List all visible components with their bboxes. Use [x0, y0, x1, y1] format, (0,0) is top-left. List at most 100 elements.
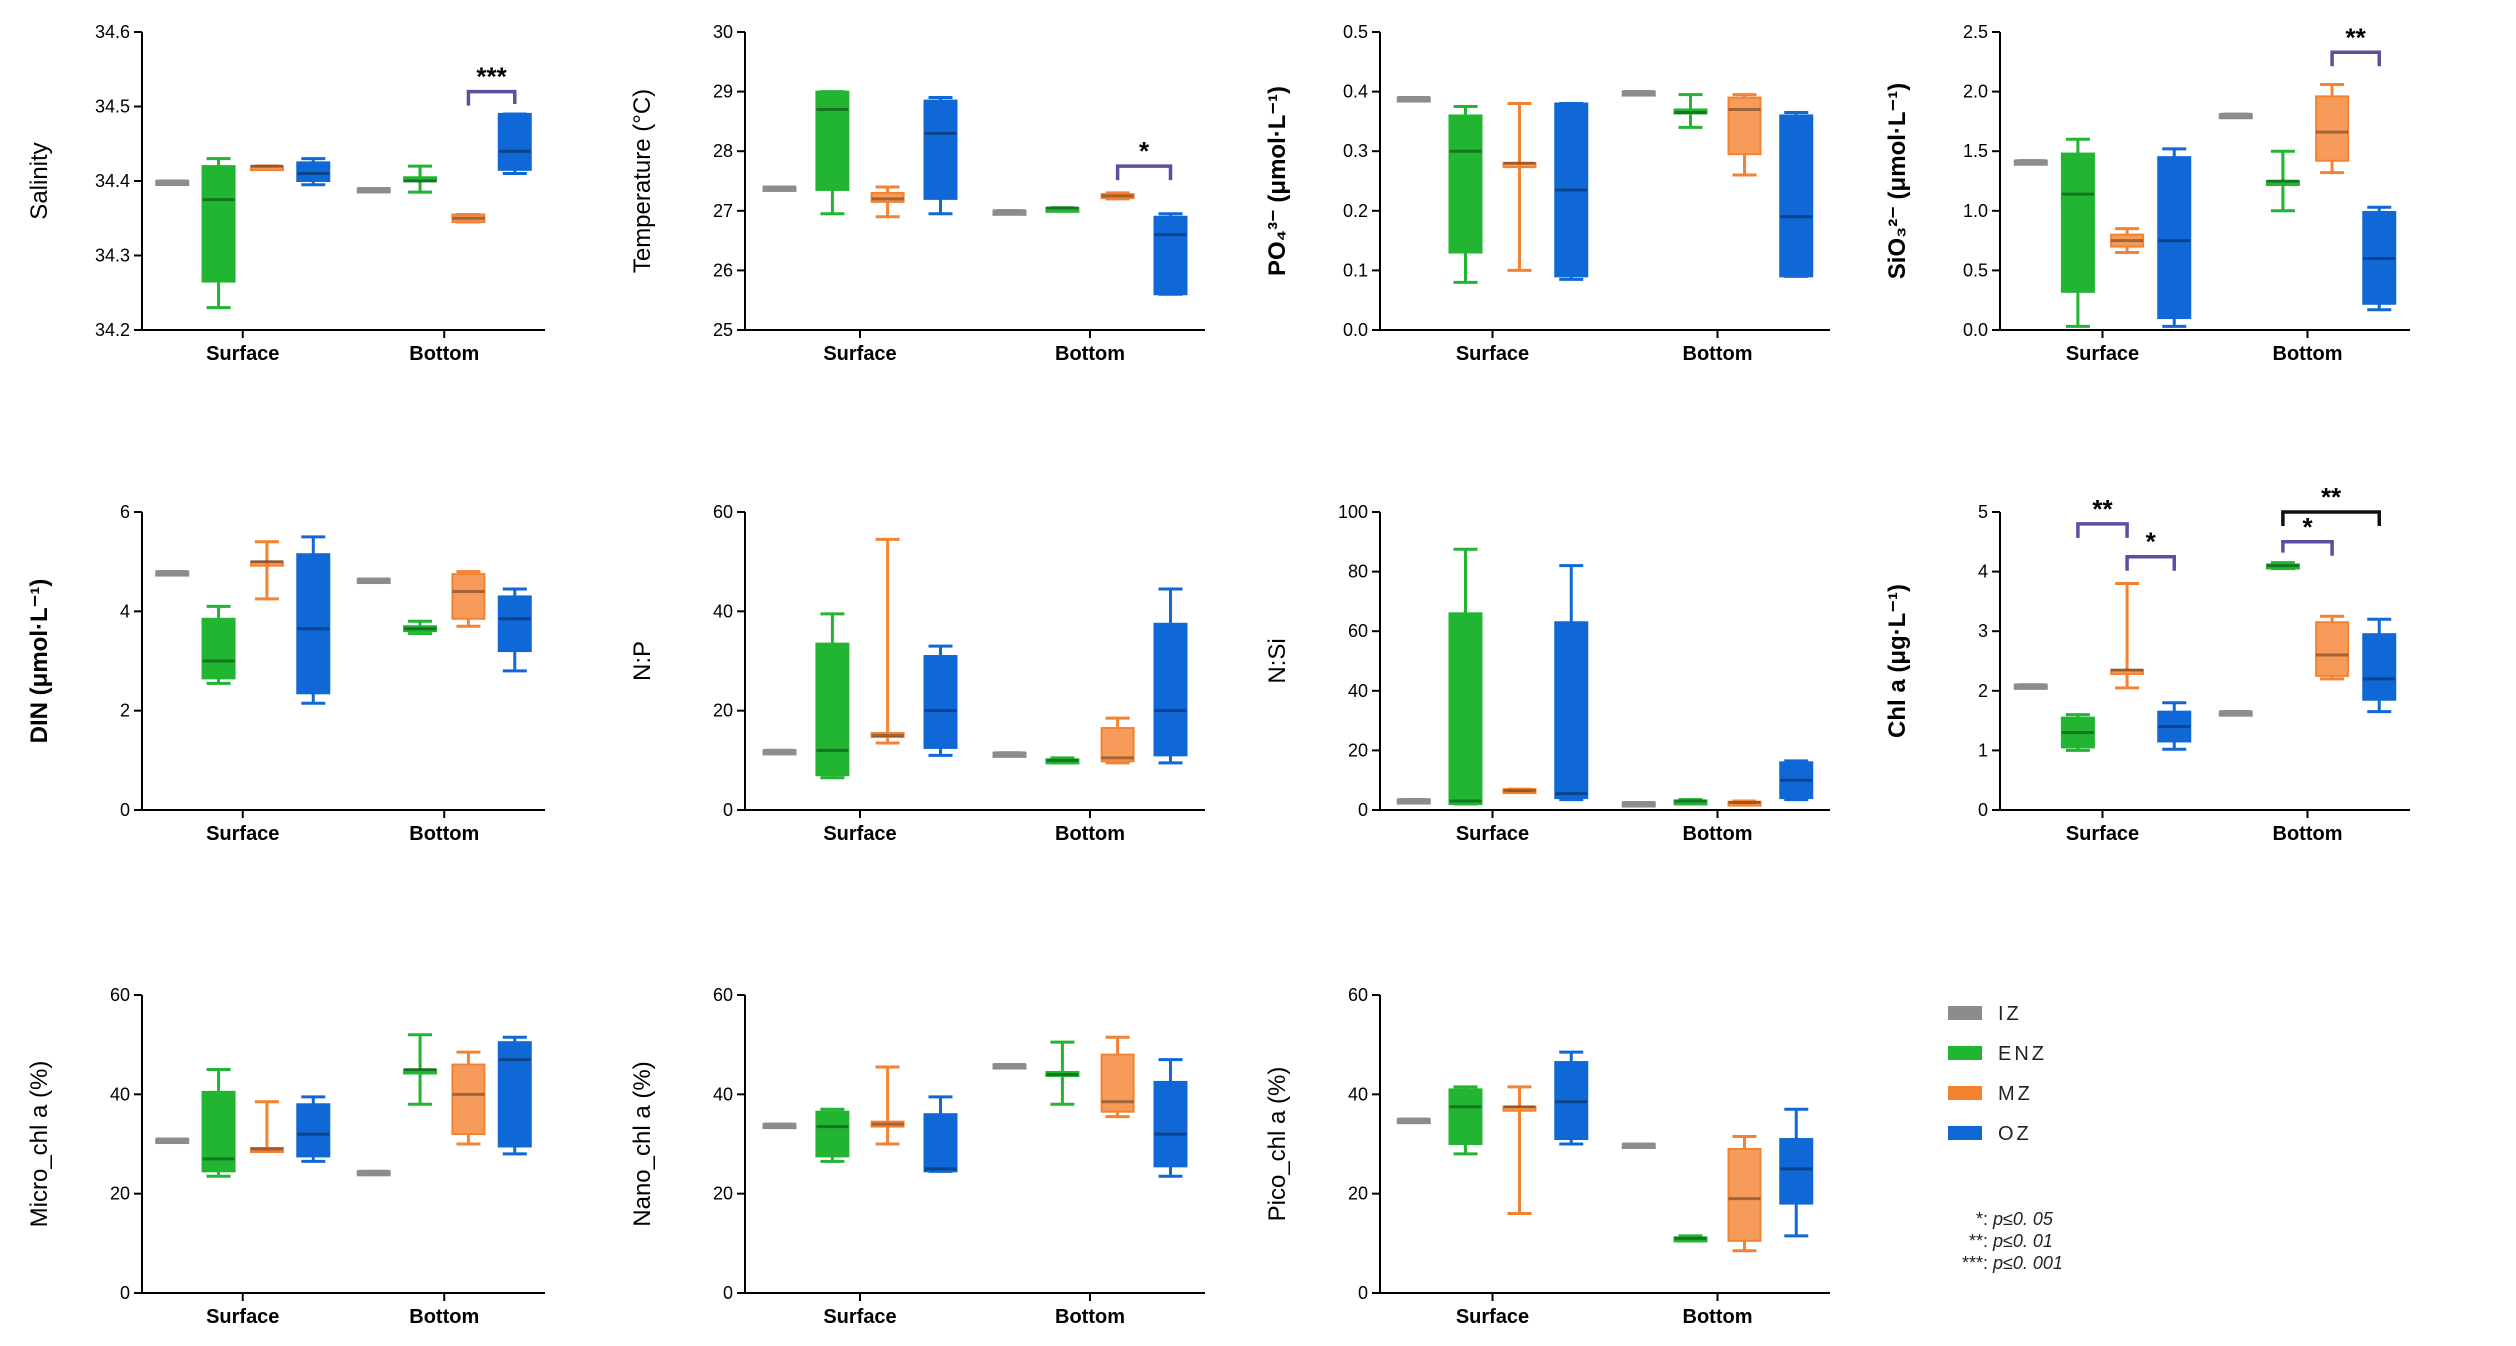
box-iqr [201, 1090, 236, 1173]
box-iqr [1448, 114, 1483, 254]
box-iqr [1100, 1053, 1135, 1113]
box-iqr [2362, 633, 2397, 701]
box-iqr [2157, 710, 2192, 743]
significance-text: p≤0. 05 [1992, 1209, 2054, 1229]
y-tick-label: 0.0 [1343, 320, 1368, 340]
box-iz-surface [762, 748, 797, 756]
box-oz-surface [1554, 1050, 1589, 1146]
box-iqr [2110, 668, 2145, 675]
y-tick-label: 1 [1978, 740, 1988, 760]
y-tick-label: 0.3 [1343, 141, 1368, 161]
bracket-stars: *** [476, 62, 507, 92]
box-iqr [296, 161, 331, 182]
y-tick-label: 60 [1348, 621, 1368, 641]
box-mz-surface [1502, 102, 1537, 272]
bracket-stars: ** [2346, 22, 2367, 52]
box-iqr [403, 176, 438, 183]
legend-swatch-enz [1948, 1046, 1982, 1060]
chart-panel-2: 25 26 27 28 29 30 Temperature (°C) Surface Botto… [629, 22, 1205, 365]
y-axis-label: Pico_chl a (%) [1264, 1067, 1291, 1222]
box-mz-surface [870, 185, 905, 219]
box-iqr [249, 560, 284, 567]
y-tick-label: 34.3 [95, 246, 130, 266]
x-tick-label-surface: Surface [2066, 343, 2139, 365]
box-mz-bottom [1727, 1135, 1762, 1253]
significance-text: p≤0. 001 [1992, 1253, 2063, 1273]
x-tick-label-surface: Surface [1456, 1306, 1529, 1328]
x-tick-label-surface: Surface [206, 823, 279, 845]
box-iqr [1554, 621, 1589, 800]
bracket-line [2281, 510, 2381, 526]
box-oz-surface [296, 535, 331, 705]
y-tick-label: 0 [120, 800, 130, 820]
box-iz-bottom [992, 1063, 1027, 1070]
y-tick-label: 60 [110, 985, 130, 1005]
y-tick-label: 1.5 [1963, 141, 1988, 161]
box-oz-bottom [2362, 205, 2397, 312]
legend-swatch-oz [1948, 1126, 1982, 1140]
box-iz-surface [155, 1137, 190, 1145]
box-iqr [1779, 761, 1814, 800]
significance-bracket: ** [2076, 494, 2129, 538]
box-iz-surface [762, 1122, 797, 1130]
box-iqr [201, 617, 236, 680]
box-iqr [497, 1041, 532, 1148]
box-enz-surface [1448, 547, 1483, 806]
chart-panel-4: 0.0 0.5 1.0 1.5 2.0 2.5 SiO₃²⁻ (μmol·L⁻¹) Surfa… [1884, 22, 2410, 365]
box-iqr [249, 165, 284, 172]
box-iqr [451, 573, 486, 620]
y-tick-label: 34.6 [95, 22, 130, 42]
significance-bracket: ** [2281, 482, 2381, 526]
box-oz-surface [296, 1095, 331, 1163]
box-enz-surface [815, 90, 850, 216]
chart-panel-5: 0 2 4 6 DIN (μmol·L⁻¹) Surface Bottom [26, 502, 545, 845]
box-iqr [870, 1120, 905, 1128]
x-tick-label-surface: Surface [823, 343, 896, 365]
box-iqr [2315, 95, 2350, 162]
box-iqr [403, 1068, 438, 1075]
bracket-stars: * [2146, 527, 2157, 557]
box-oz-surface [923, 96, 958, 216]
x-tick-label-bottom: Bottom [2273, 343, 2343, 365]
box-mz-surface [249, 164, 284, 172]
box-iz-bottom [1621, 801, 1656, 808]
box-iz-surface [155, 570, 190, 577]
bracket-line [466, 89, 517, 106]
x-tick-label-bottom: Bottom [1683, 1306, 1753, 1328]
x-tick-label-bottom: Bottom [409, 343, 479, 365]
box-iqr [870, 732, 905, 739]
box-iz-bottom [356, 577, 391, 585]
box-oz-surface [296, 157, 331, 187]
box-oz-surface [923, 644, 958, 757]
significance-bracket: * [1115, 136, 1173, 181]
box-iqr [2060, 152, 2095, 293]
y-tick-label: 34.4 [95, 171, 130, 191]
y-tick-label: 27 [713, 201, 733, 221]
x-tick-label-bottom: Bottom [2273, 823, 2343, 845]
box-iqr [1554, 1061, 1589, 1141]
x-tick-label-bottom: Bottom [409, 1306, 479, 1328]
box-iqr [2060, 716, 2095, 749]
legend-swatch-mz [1948, 1086, 1982, 1100]
box-mz-bottom [451, 213, 486, 224]
box-iqr [1448, 612, 1483, 806]
box-iqr [1045, 758, 1080, 765]
y-tick-label: 2 [1978, 681, 1988, 701]
y-tick-label: 3 [1978, 621, 1988, 641]
bracket-line [1115, 164, 1173, 181]
bracket-line [2330, 50, 2381, 67]
legend-label-mz: MZ [1998, 1083, 2033, 1105]
box-iqr [1100, 193, 1135, 200]
box-oz-surface [2157, 701, 2192, 751]
y-tick-label: 40 [1348, 681, 1368, 701]
box-enz-bottom [2265, 149, 2300, 213]
y-tick-label: 0 [1978, 800, 1988, 820]
y-axis-label: PO₄³⁻ (μmol·L⁻¹) [1264, 86, 1291, 276]
bracket-stars: ** [2092, 494, 2113, 524]
chart-panel-1: 34.2 34.3 34.4 34.5 34.6 Salinity Surface Botto… [26, 22, 545, 365]
y-tick-label: 80 [1348, 562, 1368, 582]
box-iqr [201, 165, 236, 283]
y-tick-label: 60 [713, 502, 733, 522]
box-mz-bottom [1100, 1035, 1135, 1119]
y-tick-label: 2.5 [1963, 22, 1988, 42]
